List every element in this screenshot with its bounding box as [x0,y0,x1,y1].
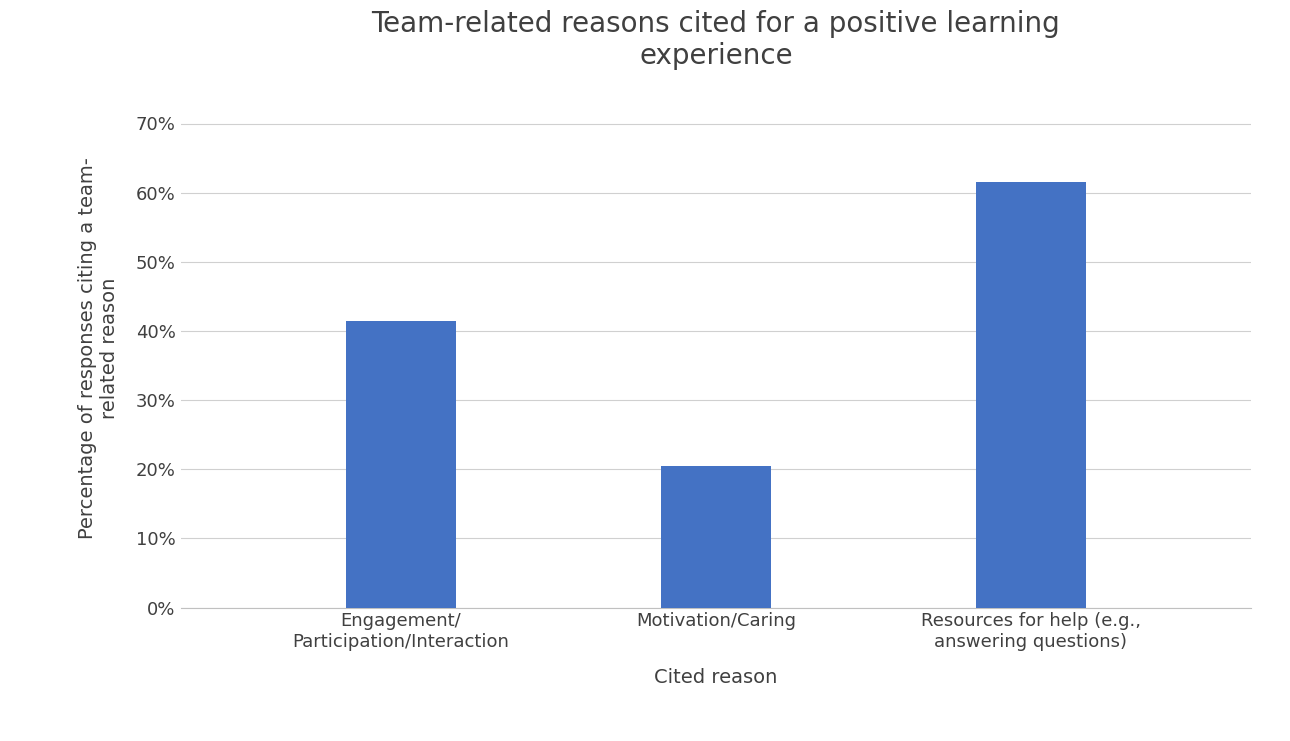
Title: Team-related reasons cited for a positive learning
experience: Team-related reasons cited for a positiv… [372,10,1060,70]
Bar [660,466,771,608]
Bar [346,321,457,608]
Y-axis label: Percentage of responses citing a team-
related reason: Percentage of responses citing a team- r… [79,157,119,539]
X-axis label: Cited reason: Cited reason [654,668,778,687]
Bar [975,182,1086,608]
